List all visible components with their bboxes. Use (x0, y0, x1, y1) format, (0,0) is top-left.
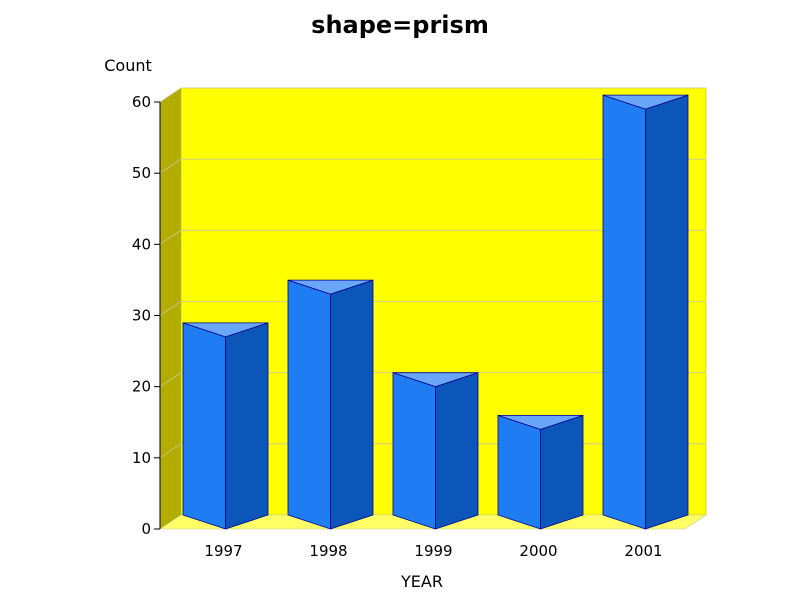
y-tick-label: 10 (132, 449, 151, 467)
gridline (159, 87, 706, 103)
y-tick-label: 40 (132, 235, 151, 253)
gridline (159, 158, 706, 174)
bar-side-face (540, 414, 584, 530)
bar-top-face (287, 279, 374, 295)
y-tick-label: 60 (132, 93, 151, 111)
chart-title: shape=prism (311, 11, 489, 39)
y-tick-label: 20 (132, 378, 151, 396)
bar-front-face (497, 414, 541, 530)
x-tick-label: 2001 (624, 542, 662, 560)
y-tick-label: 0 (141, 520, 151, 538)
x-tick-label: 1999 (414, 542, 452, 560)
gridline (159, 229, 706, 245)
bar-front-face (392, 372, 436, 530)
bar-side-face (645, 94, 689, 530)
x-tick-label: 1998 (309, 542, 347, 560)
y-axis-label: Count (104, 56, 152, 75)
bar-side-face (225, 322, 269, 530)
bar-top-face (497, 414, 584, 430)
plot-area: 0 10 20 30 40 50 60 1997 1998 1999 2000 2001 (132, 87, 707, 560)
bar-1998 (287, 279, 374, 530)
x-axis-label: YEAR (400, 572, 443, 591)
bar-front-face (182, 322, 226, 530)
bar-1997 (182, 322, 269, 530)
gridline (159, 301, 706, 316)
y-tick-label: 30 (132, 307, 151, 325)
bar-2000 (497, 414, 584, 530)
bar-2001 (602, 94, 689, 530)
y-tick-label: 50 (132, 164, 151, 182)
gridline (159, 372, 706, 387)
bar-top-face (392, 372, 479, 388)
bar-top-face (182, 322, 269, 338)
bar-front-face (287, 279, 331, 530)
x-tick-label: 1997 (204, 542, 242, 560)
bar-top-face (602, 94, 689, 110)
bar-front-face (602, 94, 646, 530)
x-tick-label: 2000 (519, 542, 557, 560)
bar-side-face (435, 372, 479, 530)
bar-side-face (330, 279, 374, 530)
bar-1999 (392, 372, 479, 530)
